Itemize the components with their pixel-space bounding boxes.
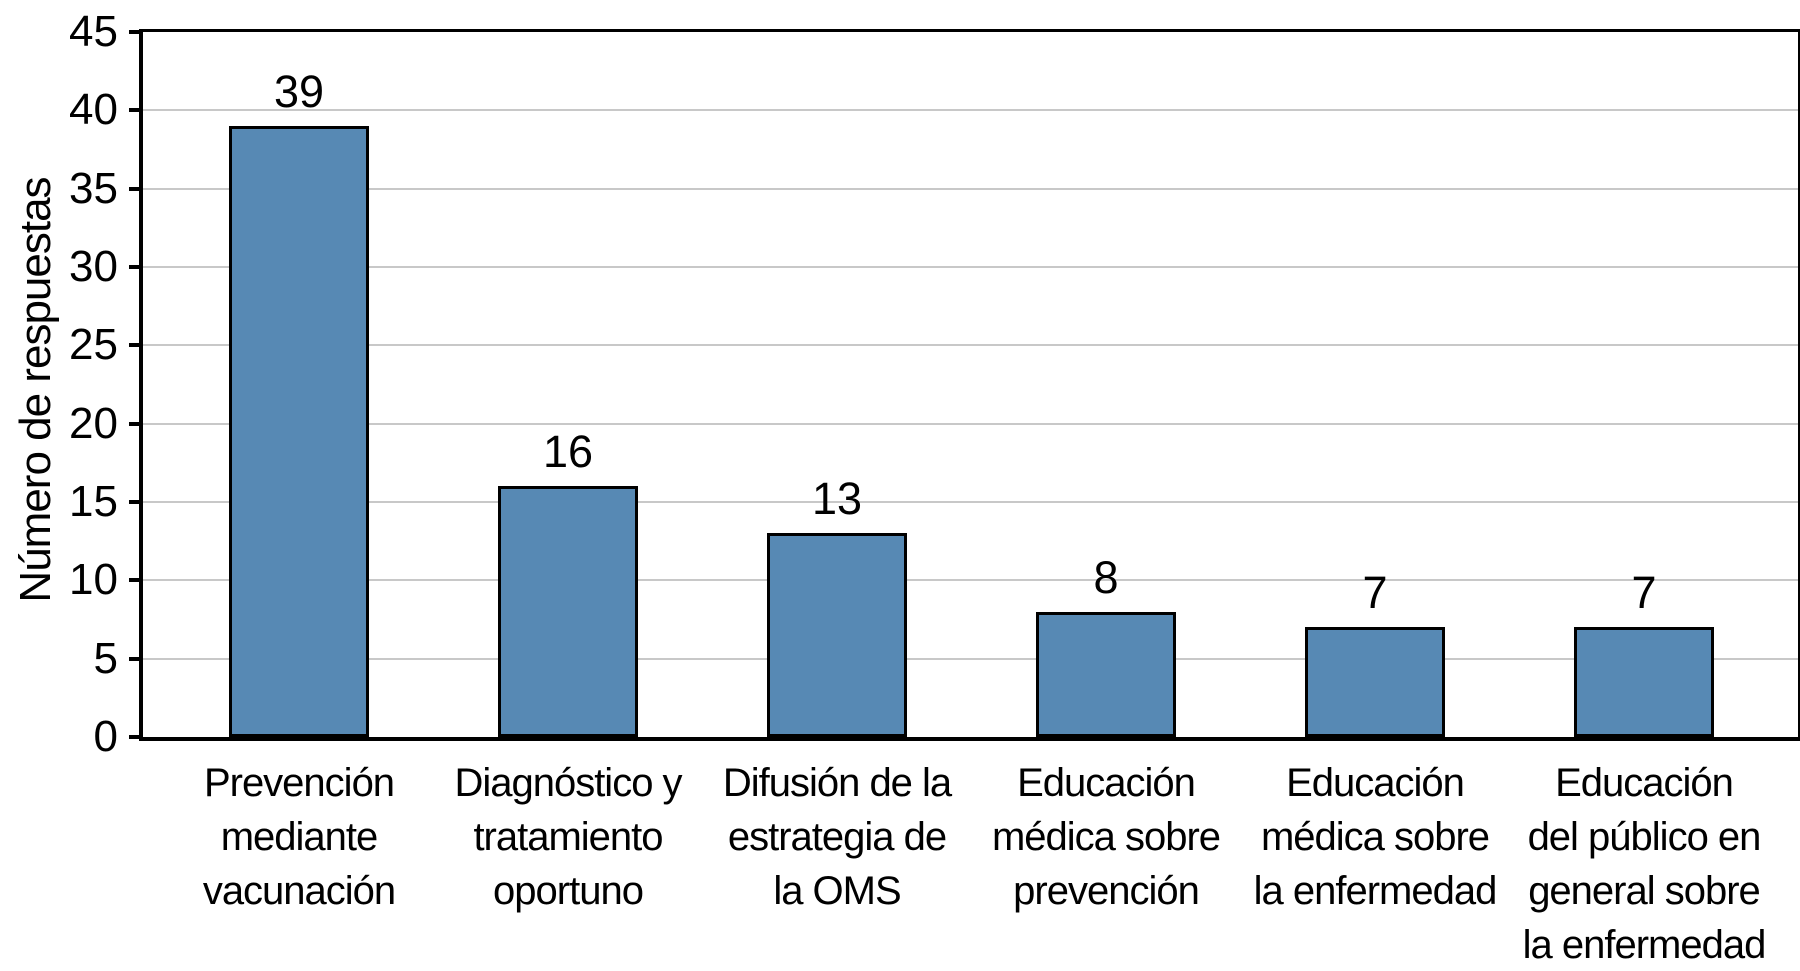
x-category-label: Educación médica sobre la enfermedad: [1253, 761, 1498, 913]
gridline: [143, 501, 1798, 503]
bar: [1036, 611, 1176, 737]
y-axis-tick-label: 25: [69, 320, 118, 370]
y-axis-tick-label: 5: [93, 633, 118, 683]
y-axis-tick-label: 40: [69, 85, 118, 135]
bar: [1574, 627, 1714, 737]
y-axis-tick-label: 20: [69, 398, 118, 448]
bar-value-label: 16: [542, 426, 594, 478]
gridline: [143, 109, 1798, 112]
bar-value-label: 8: [1093, 551, 1119, 603]
bar: [1305, 627, 1445, 737]
y-axis-tick-label: 15: [69, 477, 118, 526]
x-category-label: Educación del público en general sobre l…: [1522, 761, 1767, 967]
y-axis-title: Número de respuestas: [11, 177, 60, 603]
bar-value-label: 7: [1631, 567, 1657, 619]
x-category-label: Difusión de la estrategia de la OMS: [722, 761, 952, 913]
y-axis-tick: [129, 108, 143, 113]
plot-area: 39 16 13 8 7 7: [139, 29, 1800, 741]
bar: [229, 126, 369, 737]
y-axis-tick: [129, 578, 143, 583]
y-axis-tick: [129, 265, 143, 269]
bar-value-label: 13: [811, 473, 863, 525]
bar: [767, 533, 907, 737]
gridline: [143, 344, 1798, 347]
y-axis-tick: [129, 735, 143, 739]
y-axis-tick: [129, 500, 143, 504]
y-axis-tick-label: 30: [69, 242, 118, 291]
y-axis-tick: [129, 421, 143, 426]
y-axis-tick-label: 35: [69, 163, 118, 213]
gridline: [143, 266, 1798, 268]
x-category-label: Diagnóstico y tratamiento oportuno: [454, 761, 682, 913]
y-axis-tick-label: 0: [93, 712, 118, 761]
bar: [498, 486, 638, 737]
bar-value-label: 7: [1362, 567, 1388, 619]
gridline: [143, 657, 1798, 660]
y-axis-tick: [129, 186, 143, 191]
y-axis-tick: [129, 656, 143, 661]
x-category-label: Prevención mediante vacunación: [202, 761, 396, 913]
gridline: [143, 422, 1798, 425]
y-axis-tick-label: 45: [69, 7, 118, 56]
gridline: [143, 579, 1798, 582]
gridline: [143, 187, 1798, 190]
y-axis-tick-label: 10: [69, 555, 118, 605]
bar-value-label: 39: [273, 66, 325, 117]
x-category-label: Educación médica sobre prevención: [991, 761, 1221, 913]
y-axis-tick: [129, 30, 143, 34]
y-axis-tick: [129, 343, 143, 348]
